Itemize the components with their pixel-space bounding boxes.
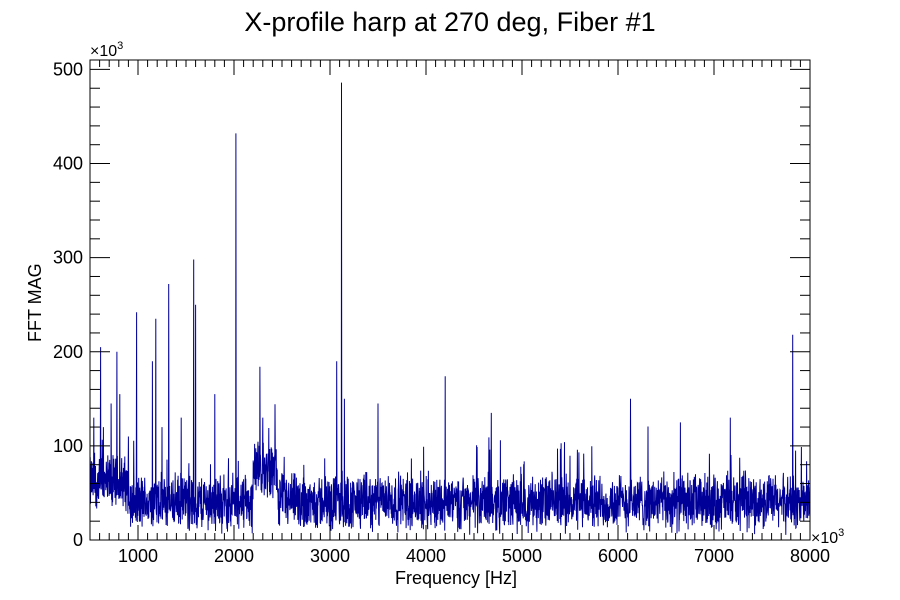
chart-title: X-profile harp at 270 deg, Fiber #1 <box>244 7 655 37</box>
x-tick-label: 8000 <box>790 546 830 566</box>
plot-frame <box>89 59 811 541</box>
y-tick-label: 100 <box>53 436 83 456</box>
y-axis-ticks: 0 100 200 300 400 500 <box>53 59 810 550</box>
x-tick-label: 5000 <box>502 546 542 566</box>
y-tick-label: 200 <box>53 342 83 362</box>
x-tick-label: 2000 <box>214 546 254 566</box>
y-tick-label: 500 <box>53 59 83 79</box>
y-tick-label: 400 <box>53 154 83 174</box>
x-tick-label: 7000 <box>694 546 734 566</box>
x-axis-title: Frequency [Hz] <box>395 568 517 588</box>
x-axis-ticks: 1000 2000 3000 4000 5000 6000 7000 8000 <box>89 60 830 566</box>
x-tick-label: 3000 <box>310 546 350 566</box>
y-multiplier: ×103 <box>90 40 123 60</box>
fft-magnitude-line <box>90 82 810 535</box>
y-tick-label: 300 <box>53 248 83 268</box>
x-tick-label: 1000 <box>118 546 158 566</box>
x-tick-label: 6000 <box>598 546 638 566</box>
y-axis-title: FFT MAG <box>25 263 45 342</box>
x-tick-label: 4000 <box>406 546 446 566</box>
y-tick-label: 0 <box>73 530 83 550</box>
x-multiplier: ×103 <box>811 527 844 547</box>
